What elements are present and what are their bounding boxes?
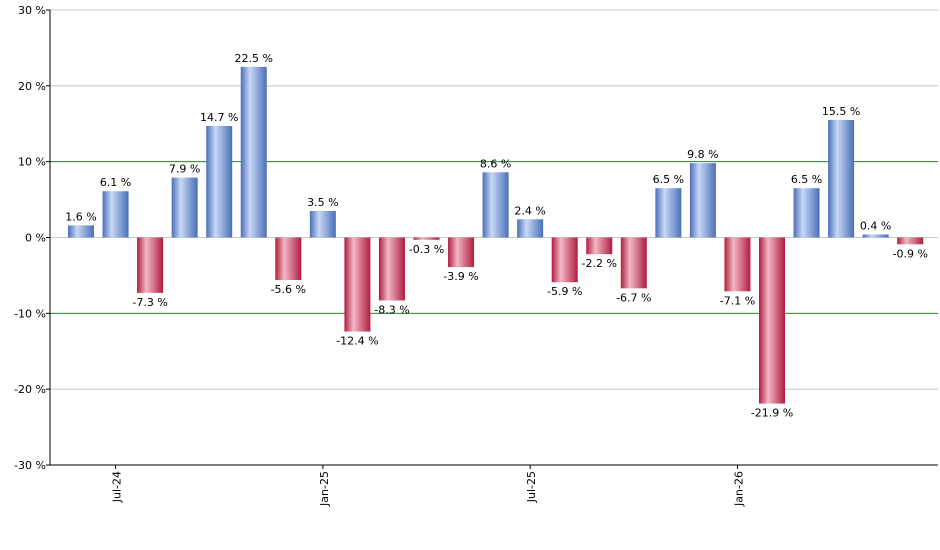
data-label: 6.5 % bbox=[653, 173, 684, 186]
reference-lines bbox=[50, 161, 938, 314]
data-label: -5.9 % bbox=[547, 285, 582, 298]
data-label: 14.7 % bbox=[200, 111, 238, 124]
data-label: 3.5 % bbox=[307, 196, 338, 209]
data-label: 9.8 % bbox=[687, 148, 718, 161]
data-label: -7.1 % bbox=[720, 294, 755, 307]
data-label: 15.5 % bbox=[822, 105, 860, 118]
bar-positive bbox=[793, 188, 820, 238]
bar-negative bbox=[897, 237, 924, 245]
data-label: -6.7 % bbox=[616, 291, 651, 304]
data-label: 6.5 % bbox=[791, 173, 822, 186]
y-tick-label: 30 % bbox=[18, 4, 46, 17]
bar-positive bbox=[206, 126, 233, 238]
bar-negative bbox=[551, 237, 578, 283]
data-label: 8.6 % bbox=[480, 157, 511, 170]
bar-positive bbox=[240, 66, 267, 238]
data-label: -3.9 % bbox=[443, 270, 478, 283]
data-label: -0.9 % bbox=[892, 247, 927, 260]
bar-positive bbox=[689, 163, 716, 238]
x-tick-label: Jan-25 bbox=[318, 471, 331, 507]
x-tick-label: Jul-24 bbox=[111, 471, 124, 503]
bar-negative bbox=[448, 237, 475, 268]
data-label: 2.4 % bbox=[514, 204, 545, 217]
data-label: 1.6 % bbox=[65, 210, 96, 223]
bar-negative bbox=[586, 237, 613, 255]
data-label: -12.4 % bbox=[336, 335, 378, 348]
bar-positive bbox=[171, 177, 198, 238]
data-label: 0.4 % bbox=[860, 219, 891, 232]
y-tick-label: -30 % bbox=[14, 459, 46, 472]
bar-positive bbox=[862, 234, 889, 238]
bar-negative bbox=[344, 237, 371, 332]
bar-negative bbox=[275, 237, 302, 280]
data-label: 6.1 % bbox=[100, 176, 131, 189]
bars bbox=[68, 66, 924, 404]
bar-positive bbox=[828, 119, 855, 238]
bar-negative bbox=[620, 237, 647, 289]
data-label: 7.9 % bbox=[169, 163, 200, 176]
data-label: 22.5 % bbox=[235, 52, 273, 65]
data-label: -2.2 % bbox=[582, 257, 617, 270]
data-label: -21.9 % bbox=[751, 407, 793, 420]
bar-negative bbox=[759, 237, 785, 404]
x-tick-label: Jul-25 bbox=[525, 471, 538, 503]
bar-positive bbox=[655, 188, 682, 238]
data-label: -5.6 % bbox=[271, 283, 306, 296]
bar-positive bbox=[68, 225, 94, 238]
bar-positive bbox=[517, 219, 544, 238]
bar-negative bbox=[724, 237, 751, 292]
axes: 30 % 20 % 10 % 0 % -10 % -20 % -30 % Jul-24 Jan-… bbox=[14, 4, 938, 507]
data-labels: 1.6 % 6.1 % -7.3 % 7.9 % 14.7 % 22.5 % -5.6 % 3… bbox=[65, 52, 928, 420]
data-label: -7.3 % bbox=[132, 296, 167, 309]
data-label: -8.3 % bbox=[374, 303, 409, 316]
y-tick-label: -10 % bbox=[14, 307, 46, 320]
x-tick-label: Jan-26 bbox=[732, 471, 745, 507]
bar-positive bbox=[102, 191, 129, 238]
bar-negative bbox=[378, 237, 405, 301]
y-tick-label: 10 % bbox=[18, 156, 46, 169]
y-tick-label: -20 % bbox=[14, 383, 46, 396]
bar-positive bbox=[309, 210, 336, 238]
bar-negative bbox=[413, 237, 440, 240]
y-tick-label: 20 % bbox=[18, 80, 46, 93]
y-tick-label: 0 % bbox=[25, 232, 46, 245]
data-label: -0.3 % bbox=[409, 243, 444, 256]
bar-positive bbox=[482, 172, 509, 238]
bar-negative bbox=[137, 237, 164, 293]
